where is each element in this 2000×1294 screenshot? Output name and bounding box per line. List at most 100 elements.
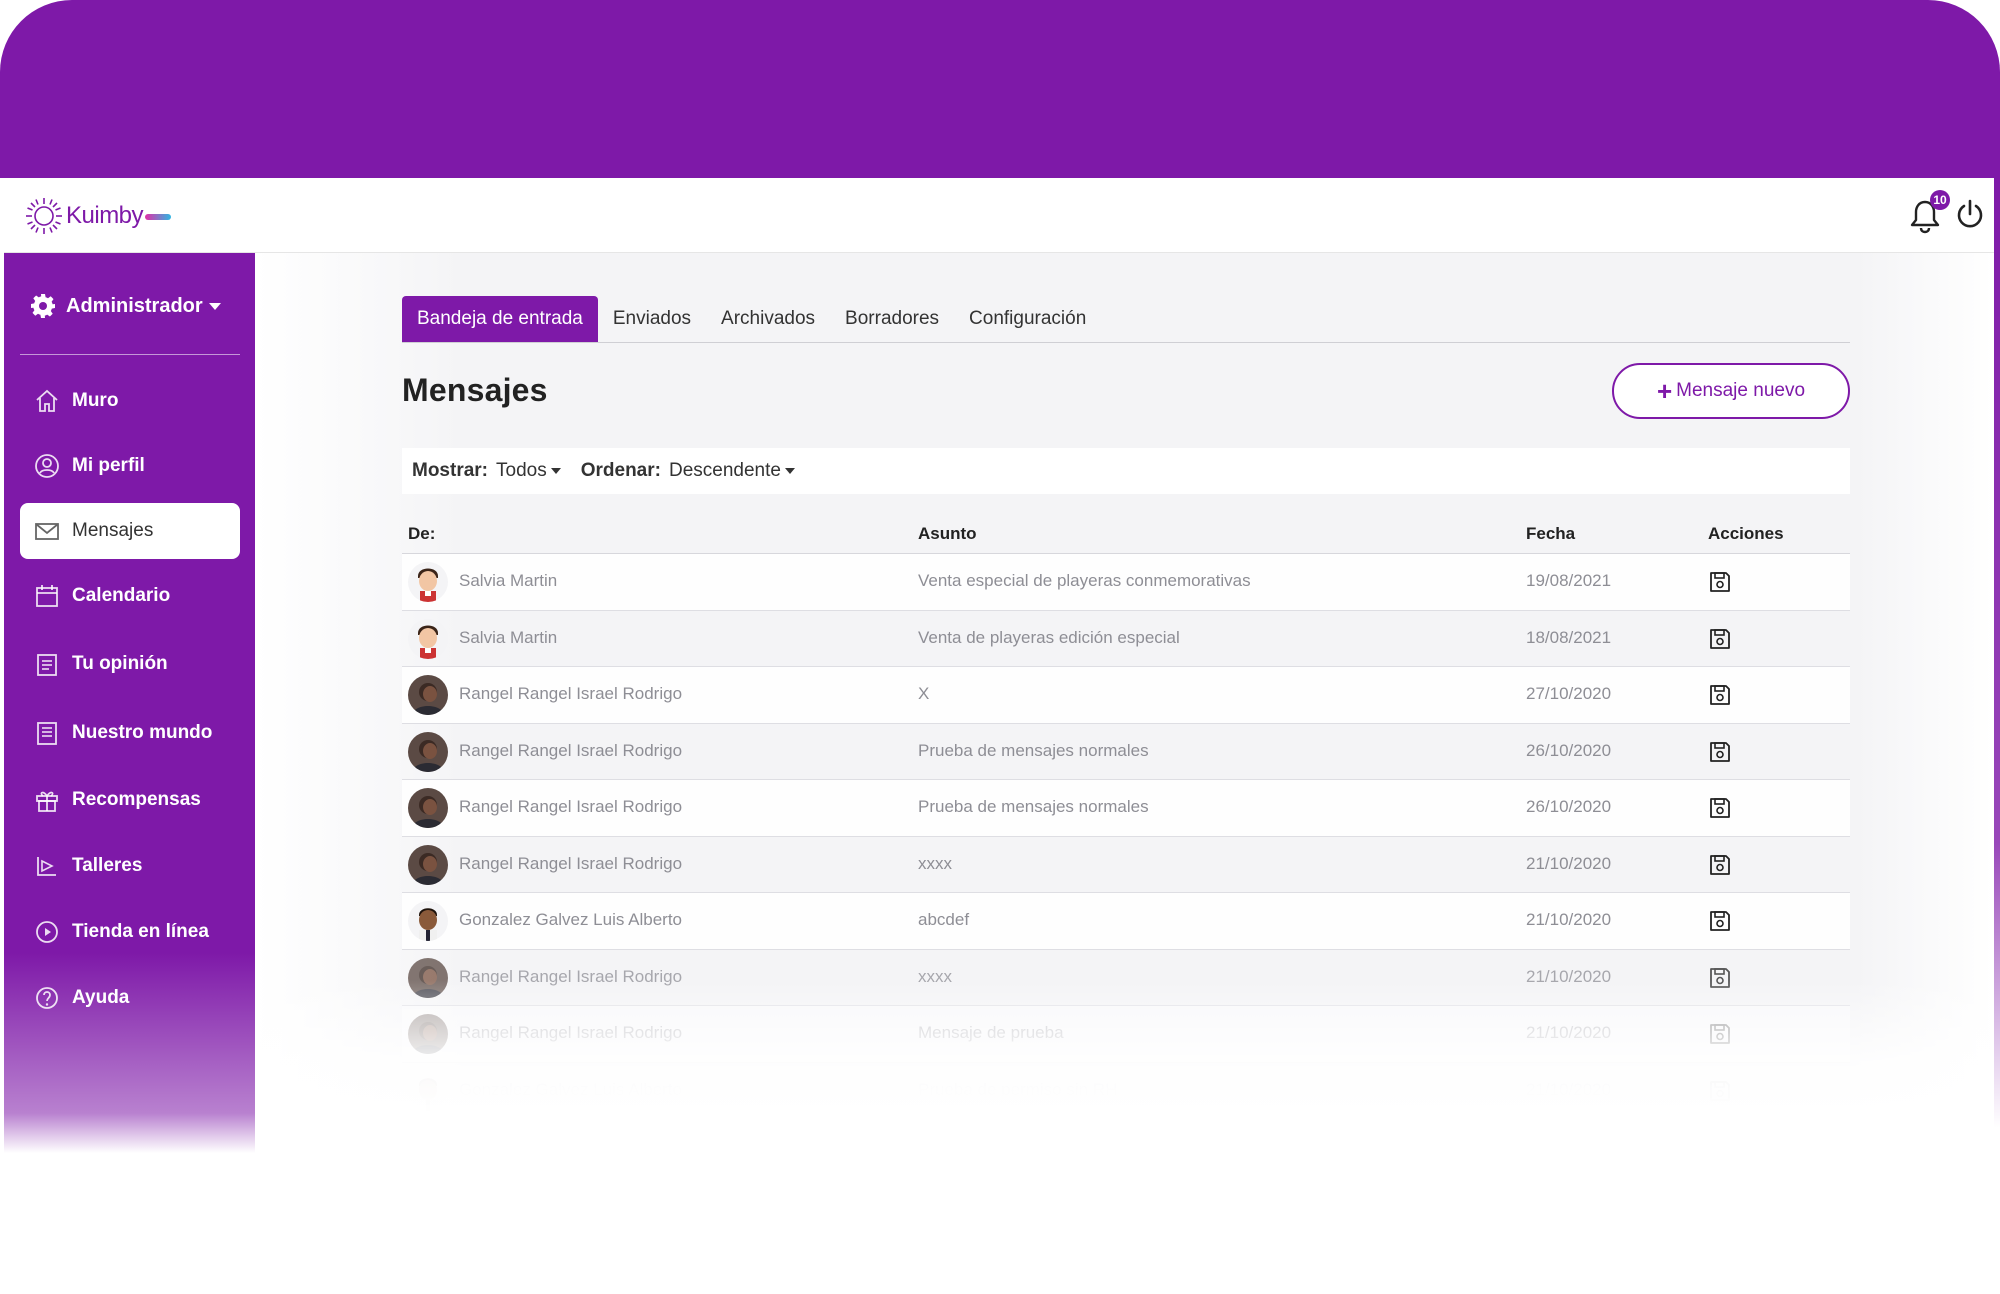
calendar-icon <box>36 585 58 607</box>
message-date: 21/10/2020 <box>1526 966 1612 986</box>
save-icon[interactable] <box>1708 1079 1732 1103</box>
message-date: 21/10/2020 <box>1526 1079 1612 1099</box>
save-icon[interactable] <box>1708 570 1732 594</box>
filter-bar: Mostrar: Todos Ordenar: Descendente <box>402 448 1850 494</box>
table-row[interactable]: Rangel Rangel Israel Rodrigo xxxx 21/10/20… <box>402 950 1850 1006</box>
caret-down-icon[interactable] <box>784 468 795 474</box>
user-icon <box>35 454 59 478</box>
table-row[interactable]: Gonzalez Galvez Luis Alberto abcdef 21/10/… <box>402 893 1850 950</box>
sidebar-item-tienda[interactable]: Tienda en línea <box>20 904 240 960</box>
message-sender: Rangel Rangel Israel Rodrigo <box>459 797 683 816</box>
save-icon[interactable] <box>1708 796 1732 820</box>
column-header-subject: Asunto <box>918 524 977 543</box>
sidebar-item-label: Calendario <box>72 585 171 606</box>
tab-configuracion[interactable]: Configuración <box>969 308 1087 329</box>
sidebar-item-label: Recompensas <box>72 789 201 810</box>
message-date: 21/10/2020 <box>1526 910 1612 929</box>
sidebar-item-nuestro-mundo[interactable]: Nuestro mundo <box>20 705 240 761</box>
message-date: 26/10/2020 <box>1526 797 1612 816</box>
table-row[interactable]: Rangel Rangel Israel Rodrigo Mensaje de p… <box>402 1006 1850 1063</box>
sidebar-item-label: Tienda en línea <box>72 921 209 942</box>
logo-sun-icon <box>26 198 62 234</box>
header-band <box>0 0 2000 178</box>
save-icon[interactable] <box>1708 853 1732 877</box>
message-subject[interactable]: xxxx <box>918 966 952 986</box>
play-circle-icon <box>36 921 58 943</box>
sidebar-item-muro[interactable]: Muro <box>20 373 240 429</box>
avatar <box>408 901 448 941</box>
message-date: 18/08/2021 <box>1526 627 1612 647</box>
message-date: 26/10/2020 <box>1526 740 1612 760</box>
sidebar-item-mensajes[interactable]: Mensajes <box>20 503 240 559</box>
table-row[interactable]: Rangel Rangel Israel Rodrigo X 27/10/2020 <box>402 667 1850 724</box>
sidebar-item-label: Talleres <box>72 855 143 876</box>
message-sender: Rangel Rangel Israel Rodrigo <box>459 966 683 986</box>
save-icon[interactable] <box>1708 909 1732 933</box>
message-tabs: Bandeja de entrada Enviados Archivados B… <box>402 296 1850 343</box>
sidebar-item-muro[interactable] <box>20 286 240 342</box>
show-filter-dropdown[interactable]: Todos <box>496 460 547 481</box>
sidebar-item-recompensas[interactable]: Recompensas <box>20 772 240 828</box>
message-subject[interactable]: Prueba de permiso sin RH <box>918 1079 1118 1099</box>
power-icon[interactable] <box>1954 198 1986 230</box>
message-sender: Rangel Rangel Israel Rodrigo <box>459 740 683 760</box>
avatar <box>408 675 448 715</box>
message-subject[interactable]: Prueba de mensajes normales <box>918 797 1149 816</box>
sidebar-item-talleres[interactable]: Talleres <box>20 838 240 894</box>
sidebar-item-label: Muro <box>72 390 119 411</box>
table-row[interactable]: Salvia Martin Venta de playeras edición e… <box>402 611 1850 667</box>
caret-down-icon[interactable] <box>550 468 561 474</box>
sidebar-item-ayuda[interactable]: Ayuda <box>20 970 240 1026</box>
save-icon[interactable] <box>1708 1022 1732 1046</box>
admin-label: Administrador <box>66 294 203 317</box>
avatar <box>408 618 448 659</box>
sidebar-item-calendario[interactable]: Calendario <box>20 568 240 624</box>
tab-bandeja-de-entrada[interactable]: Bandeja de entrada <box>402 296 598 342</box>
table-header: De: Asunto Fecha Acciones <box>402 520 1850 554</box>
order-filter-dropdown[interactable]: Descendente <box>668 460 781 481</box>
message-subject[interactable]: X <box>918 684 930 703</box>
tab-enviados[interactable]: Enviados <box>612 308 692 329</box>
clipboard-icon <box>37 654 57 676</box>
message-sender: Salvia Martin <box>459 571 558 590</box>
save-icon[interactable] <box>1708 966 1732 990</box>
sidebar-item-mi-perfil[interactable]: Mi perfil <box>20 438 240 494</box>
table-row[interactable]: Salvia Martin Venta especial de playeras … <box>402 554 1850 611</box>
sidebar-item-tu-opinion[interactable]: Tu opinión <box>20 636 240 692</box>
avatar <box>408 1070 448 1111</box>
message-subject[interactable]: Mensaje de prueba <box>918 1023 1064 1042</box>
save-icon[interactable] <box>1708 627 1732 651</box>
sidebar-item-label: Mi perfil <box>72 455 145 476</box>
save-icon[interactable] <box>1708 683 1732 707</box>
message-sender: Gonzalez Galvez Luis Alberto <box>459 910 683 929</box>
sidebar-item-label: Ayuda <box>72 987 130 1008</box>
table-row[interactable]: Rangel Rangel Israel Rodrigo xxxx 21/10/20… <box>402 837 1850 893</box>
sidebar-item-label: Mensajes <box>72 520 154 541</box>
sidebar: Administrador Muro Mi perfil Mensajes Ca… <box>4 253 255 1153</box>
table-row[interactable]: Rangel Rangel Israel Rodrigo Prueba de me… <box>402 780 1850 837</box>
message-sender: Rangel Rangel Israel Rodrigo <box>459 684 683 703</box>
message-subject[interactable]: Prueba de mensajes normales <box>918 740 1149 760</box>
message-subject[interactable]: Venta de playeras edición especial <box>918 627 1180 647</box>
save-icon[interactable] <box>1708 740 1732 764</box>
new-message-button[interactable]: + Mensaje nuevo <box>1612 363 1850 419</box>
message-subject[interactable]: xxxx <box>918 853 952 873</box>
column-header-date: Fecha <box>1526 524 1576 543</box>
help-icon <box>36 987 58 1009</box>
logo[interactable]: Kuimby <box>24 194 172 238</box>
envelope-icon <box>35 523 59 540</box>
table-row[interactable]: Gonzalez Galvez Luis Alberto Prueba de pe… <box>402 1063 1850 1119</box>
admin-menu[interactable]: Administrador <box>30 293 221 319</box>
top-bar: Kuimby 10 <box>4 178 1994 253</box>
home-icon <box>36 389 58 412</box>
show-filter-label: Mostrar: <box>412 460 489 481</box>
table-body: Salvia Martin Venta especial de playeras … <box>402 554 1850 1119</box>
message-subject[interactable]: abcdef <box>918 910 970 929</box>
new-message-label: Mensaje nuevo <box>1676 380 1806 401</box>
message-date: 21/10/2020 <box>1526 1023 1612 1042</box>
tab-archivados[interactable]: Archivados <box>721 308 816 329</box>
tab-borradores[interactable]: Borradores <box>845 308 940 329</box>
message-subject[interactable]: Venta especial de playeras conmemorativa… <box>918 571 1251 590</box>
table-row[interactable]: Rangel Rangel Israel Rodrigo Prueba de me… <box>402 724 1850 780</box>
avatar <box>408 844 448 885</box>
